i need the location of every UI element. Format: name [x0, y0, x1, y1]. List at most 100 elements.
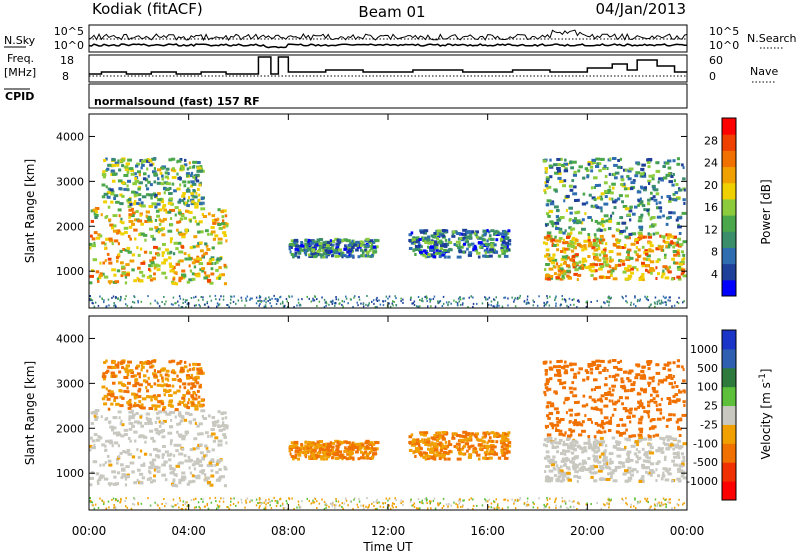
- power-cell: [156, 181, 162, 185]
- power-cell: [678, 262, 683, 266]
- power-cell: [359, 245, 362, 249]
- velocity-cell: [682, 368, 685, 372]
- velocity-cell: [676, 477, 681, 481]
- velocity-cell: [198, 385, 202, 389]
- velocity-cell: [260, 502, 262, 505]
- velocity-cell: [601, 440, 606, 444]
- power-cell: [595, 237, 599, 241]
- power-cell: [115, 296, 117, 299]
- velocity-cell: [630, 469, 634, 473]
- power-cell: [139, 247, 143, 251]
- power-cell: [125, 263, 130, 267]
- velocity-cell: [548, 461, 552, 465]
- power-cell: [159, 171, 163, 175]
- power-cell: [163, 258, 168, 262]
- velocity-cell: [195, 461, 200, 465]
- power-cell: [561, 274, 565, 278]
- velocity-cell: [186, 376, 189, 380]
- velocity-cell: [673, 455, 678, 459]
- power-cell: [495, 238, 499, 242]
- velocity-cell: [103, 503, 105, 506]
- y-tick-label: 3000: [56, 175, 84, 188]
- power-cell: [503, 230, 508, 234]
- power-cell: [640, 213, 644, 217]
- power-cell: [316, 305, 318, 307]
- velocity-cell: [555, 427, 558, 431]
- power-cell: [634, 296, 636, 299]
- power-cell: [676, 196, 681, 200]
- power-cell: [204, 271, 207, 275]
- velocity-cell: [300, 443, 303, 446]
- velocity-cell: [186, 482, 191, 486]
- power-cell: [587, 255, 591, 258]
- power-cell: [364, 254, 367, 258]
- velocity-cell: [640, 478, 645, 482]
- power-cell: [676, 157, 680, 161]
- power-cell: [374, 306, 377, 308]
- power-cell: [395, 297, 397, 300]
- power-cell: [107, 257, 112, 261]
- power-cell: [413, 300, 416, 303]
- power-cell: [677, 277, 682, 281]
- velocity-cell: [372, 452, 378, 456]
- velocity-cell: [199, 432, 204, 436]
- power-cell: [312, 299, 314, 302]
- power-cell: [286, 300, 288, 303]
- velocity-cell: [182, 500, 185, 503]
- velocity-cell: [664, 499, 666, 502]
- velocity-cell: [656, 505, 659, 507]
- power-cell: [582, 259, 588, 263]
- velocity-cell: [90, 436, 93, 440]
- power-cell: [561, 276, 566, 280]
- velocity-cell: [598, 465, 604, 469]
- velocity-cell: [473, 449, 477, 452]
- velocity-cell: [98, 478, 102, 482]
- power-cell: [133, 202, 136, 206]
- power-cell: [599, 253, 602, 257]
- velocity-cell: [373, 504, 375, 507]
- velocity-cell: [652, 418, 656, 421]
- velocity-cell: [184, 503, 187, 505]
- velocity-cell: [478, 438, 483, 442]
- power-cell: [369, 241, 372, 245]
- velocity-cell: [481, 504, 484, 507]
- velocity-cell: [563, 452, 567, 456]
- power-cell: [93, 305, 96, 308]
- power-cell: [420, 230, 425, 234]
- velocity-cell: [634, 407, 638, 411]
- velocity-cell: [196, 389, 200, 393]
- velocity-cell: [663, 458, 667, 461]
- velocity-cell: [475, 437, 479, 441]
- velocity-cell: [680, 452, 684, 456]
- power-cell: [128, 201, 133, 205]
- power-cell: [149, 183, 153, 187]
- power-cell: [160, 200, 165, 204]
- velocity-cell: [365, 505, 367, 508]
- power-cell: [161, 301, 163, 303]
- power-cell: [544, 303, 546, 306]
- freq-tick-top: 18: [60, 54, 74, 67]
- power-cell: [296, 304, 298, 307]
- velocity-cell: [647, 415, 650, 419]
- power-cell: [598, 227, 601, 231]
- velocity-cell: [606, 369, 609, 372]
- power-cell: [655, 192, 660, 196]
- power-cell: [392, 300, 394, 303]
- power-cell: [358, 296, 360, 298]
- power-cell: [203, 276, 209, 280]
- velocity-cell: [121, 473, 127, 477]
- velocity-cell: [499, 456, 502, 460]
- power-cell: [544, 277, 549, 281]
- power-cell: [582, 192, 586, 196]
- power-cell: [151, 162, 155, 166]
- power-cell: [482, 229, 488, 233]
- power-cell: [193, 175, 196, 179]
- power-cell: [318, 300, 321, 303]
- velocity-cell: [139, 481, 144, 485]
- velocity-cell: [359, 447, 362, 451]
- power-cell: [456, 255, 462, 259]
- velocity-cell: [664, 363, 670, 367]
- power-cell: [603, 254, 608, 258]
- velocity-cell: [671, 385, 675, 389]
- velocity-cell: [590, 467, 595, 471]
